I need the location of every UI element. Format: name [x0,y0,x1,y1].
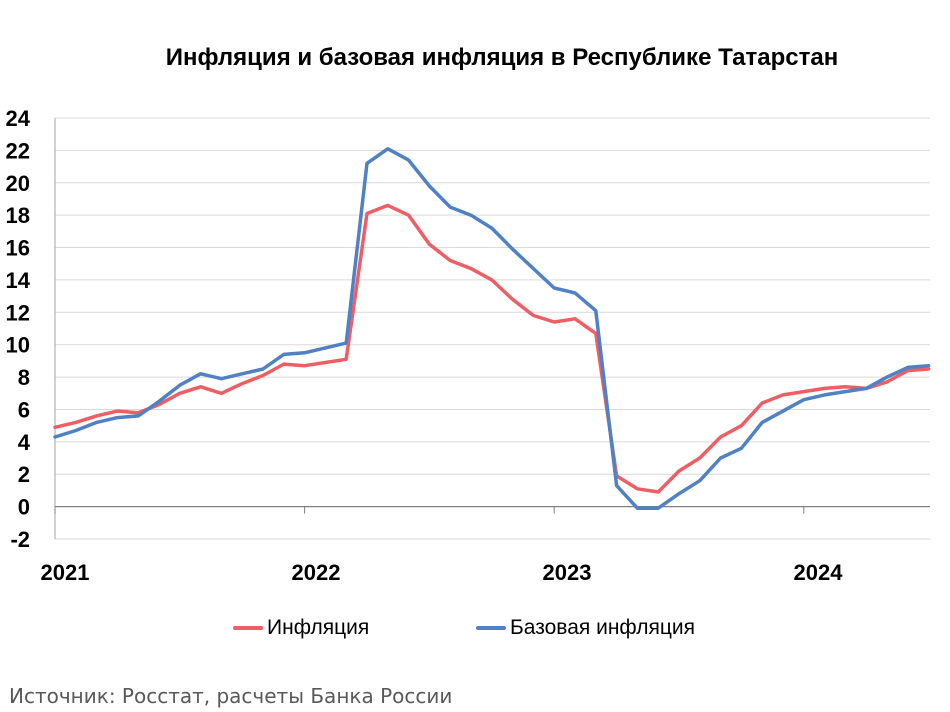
y-tick-label: 24 [6,106,31,131]
grid-lines [55,117,930,540]
y-tick-label: -2 [10,527,30,552]
y-tick-label: 16 [6,236,30,261]
source-note: Источник: Росстат, расчеты Банка России [9,684,453,708]
legend-label-core-inflation: Базовая инфляция [510,616,696,639]
y-tick-label: 10 [6,333,30,358]
y-tick-label: 2 [18,462,30,487]
y-tick-label: 14 [6,268,31,293]
x-tick-label: 2022 [292,560,341,585]
series-line-inflation [53,203,931,494]
y-tick-label: 18 [6,203,30,228]
y-tick-label: 8 [18,365,30,390]
legend-swatch-inflation [233,626,263,630]
legend-item-core-inflation: Базовая инфляция [476,616,695,640]
y-tick-label: 12 [6,300,30,325]
legend: Инфляция Базовая инфляция [0,616,950,644]
y-tick-label: 22 [6,138,30,163]
y-tick-label: 4 [18,430,31,455]
y-tick-label: 0 [18,495,30,520]
legend-item-inflation: Инфляция [233,616,369,640]
x-tick-label: 2023 [543,560,592,585]
legend-label-inflation: Инфляция [267,616,370,639]
series-group [53,147,931,510]
x-axis: 2021 2022 2023 2024 [41,506,930,585]
y-tick-label: 20 [6,171,30,196]
series-line-core-inflation [53,147,931,510]
x-tick-label: 2024 [794,560,844,585]
x-tick-label: 2021 [41,560,90,585]
chart-title: Инфляция и базовая инфляция в Республике… [165,44,839,71]
y-tick-label: 6 [18,397,30,422]
legend-swatch-core-inflation [476,626,506,630]
